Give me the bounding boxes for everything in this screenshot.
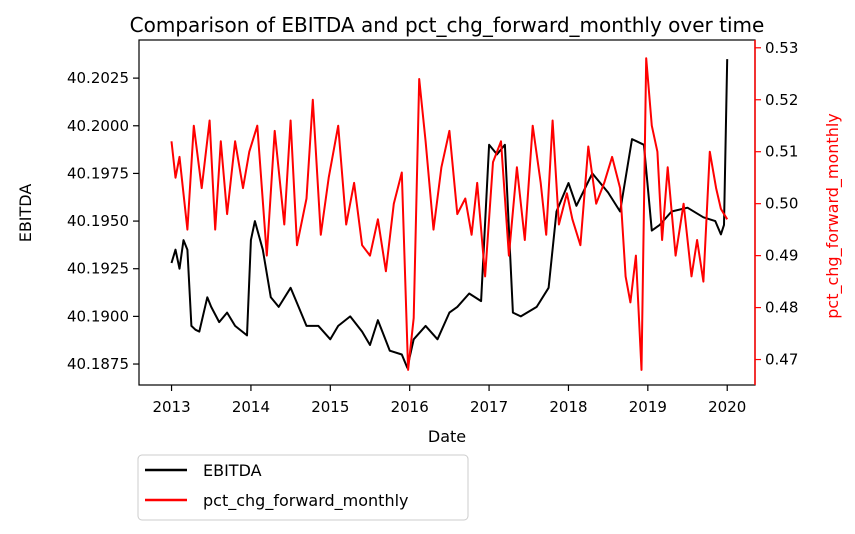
x-tick-label: 2017 <box>470 398 508 416</box>
right-axis-label: pct_chg_forward_monthly <box>823 113 843 319</box>
left-axis-ticks: 40.1875 40.1900 40.1925 40.1950 40.1975 40.20… <box>67 69 139 373</box>
left-y-tick-label: 40.1875 <box>67 355 129 373</box>
left-y-tick-label: 40.2000 <box>67 117 129 135</box>
right-y-tick-label: 0.47 <box>765 351 798 369</box>
left-y-tick-label: 40.1925 <box>67 260 129 278</box>
legend-label-pct-chg: pct_chg_forward_monthly <box>203 491 409 511</box>
x-tick-label: 2018 <box>549 398 587 416</box>
x-tick-label: 2015 <box>311 398 349 416</box>
legend: EBITDA pct_chg_forward_monthly <box>137 454 469 521</box>
x-axis-label: Date <box>428 427 466 446</box>
right-y-tick-label: 0.49 <box>765 247 798 265</box>
x-tick-label: 2020 <box>708 398 746 416</box>
legend-label-ebitda: EBITDA <box>203 461 262 480</box>
x-tick-label: 2019 <box>629 398 667 416</box>
right-y-tick-label: 0.51 <box>765 143 798 161</box>
left-y-tick-label: 40.1975 <box>67 164 129 182</box>
left-y-tick-label: 40.1900 <box>67 307 129 325</box>
right-axis-ticks: 0.47 0.48 0.49 0.50 0.51 0.52 0.53 <box>755 39 798 369</box>
series-line-pct-chg-forward-monthly <box>170 57 729 371</box>
right-y-tick-label: 0.48 <box>765 299 798 317</box>
legend-box <box>137 454 469 521</box>
x-axis-ticks: 2013 2014 2015 2016 2017 2018 2019 2020 <box>152 385 746 416</box>
right-y-tick-label: 0.50 <box>765 195 798 213</box>
x-tick-label: 2013 <box>152 398 190 416</box>
right-y-tick-label: 0.52 <box>765 91 798 109</box>
left-y-tick-label: 40.2025 <box>67 69 129 87</box>
left-y-tick-label: 40.1950 <box>67 212 129 230</box>
x-tick-label: 2014 <box>232 398 270 416</box>
x-tick-label: 2016 <box>391 398 429 416</box>
right-y-tick-label: 0.53 <box>765 39 798 57</box>
series-layer <box>170 57 729 371</box>
chart-title: Comparison of EBITDA and pct_chg_forward… <box>130 13 765 37</box>
left-axis-label: EBITDA <box>16 184 35 243</box>
